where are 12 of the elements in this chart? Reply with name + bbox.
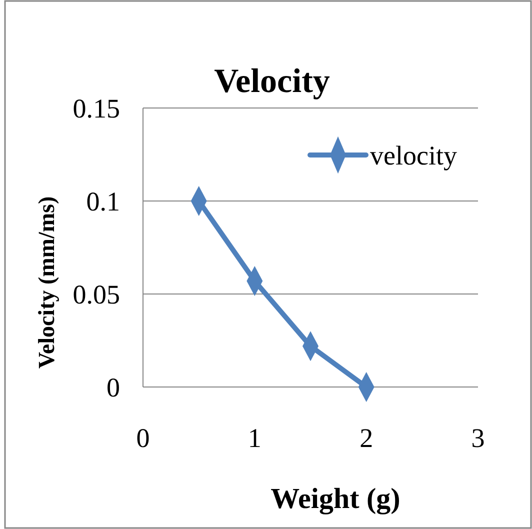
chart-title: Velocity (214, 63, 330, 100)
legend-label: velocity (370, 140, 458, 170)
y-tick-label: 0 (106, 372, 120, 402)
x-tick-label: 2 (360, 423, 374, 453)
x-tick-label: 1 (248, 423, 262, 453)
x-tick-label: 3 (471, 423, 485, 453)
y-tick-label: 0.1 (86, 186, 120, 216)
x-tick-label: 0 (136, 423, 150, 453)
x-axis-title: Weight (g) (270, 483, 400, 515)
y-tick-label: 0.05 (72, 279, 120, 310)
y-tick-label: 0.15 (72, 93, 120, 124)
y-axis-title: Velocity (mm/ms) (34, 196, 59, 369)
